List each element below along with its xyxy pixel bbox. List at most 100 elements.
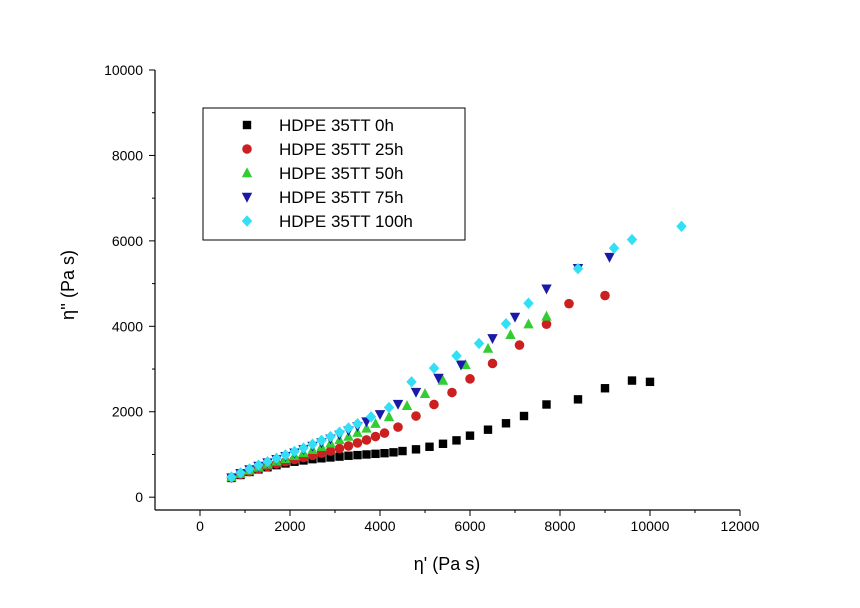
- data-point: [374, 410, 386, 421]
- data-point: [523, 297, 534, 309]
- data-point: [604, 252, 615, 263]
- legend-marker: [242, 144, 252, 154]
- data-point: [541, 310, 552, 321]
- data-point: [451, 350, 462, 362]
- data-point: [325, 430, 336, 443]
- data-point: [389, 448, 398, 457]
- data-point: [482, 342, 494, 353]
- data-point: [362, 450, 371, 459]
- y-tick-label: 8000: [112, 147, 143, 163]
- data-point: [361, 435, 372, 445]
- data-point: [353, 450, 362, 460]
- data-point: [573, 395, 583, 404]
- legend: HDPE 35TT 0h HDPE 35TT 25h HDPE 35TT 50h HD…: [202, 107, 466, 241]
- data-point: [541, 284, 552, 295]
- data-point: [343, 422, 354, 434]
- legend-marker: [241, 192, 253, 203]
- data-point: [541, 319, 552, 329]
- data-point: [452, 436, 461, 445]
- data-point: [316, 434, 327, 447]
- data-point: [425, 442, 434, 451]
- data-point: [371, 449, 380, 459]
- data-point: [325, 446, 336, 456]
- legend-label: HDPE 35TT 50h: [279, 164, 403, 183]
- y-tick-label: 0: [135, 489, 143, 505]
- data-points: [226, 220, 687, 484]
- data-point: [523, 318, 534, 329]
- data-point: [253, 459, 264, 471]
- data-point: [379, 428, 390, 438]
- data-point: [519, 411, 529, 421]
- data-point: [419, 388, 431, 399]
- data-point: [383, 411, 395, 422]
- data-point: [465, 374, 475, 384]
- data-point: [365, 411, 377, 423]
- data-point: [392, 399, 404, 410]
- data-point: [501, 419, 511, 428]
- x-tick-label: 4000: [364, 518, 395, 534]
- y-axis-title: η'' (Pa s): [58, 250, 78, 320]
- data-point: [380, 448, 389, 458]
- data-point: [317, 454, 326, 463]
- legend-label: HDPE 35TT 0h: [279, 116, 394, 135]
- data-point: [352, 438, 363, 448]
- data-point: [289, 445, 300, 458]
- data-point: [361, 422, 372, 433]
- legend-label: HDPE 35TT 75h: [279, 188, 403, 207]
- x-tick-label: 0: [196, 518, 204, 534]
- data-point: [326, 453, 335, 462]
- data-point: [572, 262, 584, 275]
- data-point: [410, 387, 422, 398]
- data-point: [600, 384, 610, 393]
- data-point: [411, 445, 421, 454]
- data-point: [626, 233, 638, 246]
- x-tick-label: 6000: [454, 518, 485, 534]
- data-point: [352, 418, 363, 430]
- legend-marker: [242, 120, 252, 130]
- data-point: [271, 452, 282, 465]
- data-point: [398, 446, 407, 456]
- data-point: [344, 451, 353, 460]
- data-point: [235, 467, 246, 479]
- data-point: [433, 373, 444, 384]
- legend-marker: [241, 215, 253, 227]
- data-point: [307, 438, 318, 450]
- data-point: [343, 441, 354, 451]
- x-axis-title: η' (Pa s): [414, 554, 480, 574]
- data-point: [564, 298, 574, 309]
- data-point: [487, 334, 498, 344]
- data-point: [244, 463, 255, 475]
- data-point: [393, 422, 403, 432]
- data-point: [226, 471, 237, 483]
- legend-label: HDPE 35TT 25h: [279, 140, 403, 159]
- x-tick-label: 8000: [544, 518, 575, 534]
- y-tick-label: 2000: [112, 404, 143, 420]
- data-point: [411, 411, 421, 421]
- x-tick-label: 2000: [274, 518, 305, 534]
- data-point: [298, 442, 309, 454]
- data-point: [608, 242, 620, 254]
- data-point: [262, 456, 273, 468]
- data-point: [455, 360, 467, 371]
- data-point: [473, 337, 485, 350]
- data-point: [334, 443, 345, 454]
- data-point: [483, 425, 493, 434]
- data-point: [406, 376, 417, 388]
- data-point: [370, 418, 381, 428]
- data-point: [676, 220, 687, 233]
- y-tick-label: 10000: [104, 62, 143, 78]
- data-point: [465, 431, 475, 440]
- data-point: [370, 431, 381, 442]
- data-point: [542, 400, 551, 409]
- data-point: [447, 387, 457, 398]
- x-tick-label: 12000: [721, 518, 760, 534]
- data-point: [401, 400, 413, 410]
- data-point: [437, 374, 449, 385]
- data-point: [487, 358, 498, 369]
- y-tick-label: 6000: [112, 233, 143, 249]
- y-tick-label: 4000: [112, 318, 143, 334]
- data-point: [428, 362, 440, 374]
- data-point: [335, 452, 344, 461]
